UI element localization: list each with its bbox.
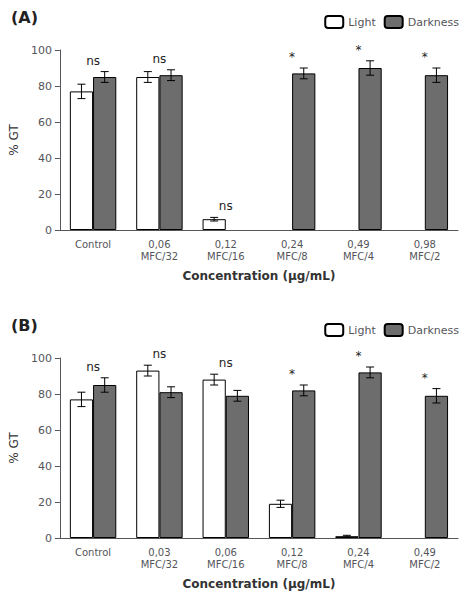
svg-text:MFC/16: MFC/16: [207, 559, 244, 570]
svg-text:0,06: 0,06: [148, 239, 170, 250]
svg-text:% GT: % GT: [7, 432, 21, 464]
svg-text:MFC/2: MFC/2: [409, 251, 440, 262]
svg-text:ns: ns: [86, 360, 100, 374]
svg-text:60: 60: [38, 424, 52, 437]
svg-text:0,12: 0,12: [281, 547, 303, 558]
svg-text:% GT: % GT: [7, 124, 21, 156]
svg-text:MFC/2: MFC/2: [409, 559, 440, 570]
svg-text:Darkness: Darkness: [408, 324, 460, 337]
svg-text:0,49: 0,49: [347, 239, 369, 250]
svg-text:ns: ns: [219, 199, 233, 213]
svg-text:ns: ns: [152, 347, 166, 361]
svg-text:Concentration (µg/mL): Concentration (µg/mL): [183, 577, 336, 591]
svg-text:*: *: [355, 43, 361, 57]
svg-text:MFC/4: MFC/4: [343, 251, 374, 262]
svg-text:100: 100: [31, 352, 52, 365]
svg-text:40: 40: [38, 152, 52, 165]
svg-text:80: 80: [38, 388, 52, 401]
svg-text:MFC/32: MFC/32: [141, 559, 178, 570]
svg-text:ns: ns: [152, 52, 166, 66]
svg-text:80: 80: [38, 80, 52, 93]
svg-text:0,06: 0,06: [215, 547, 237, 558]
svg-text:20: 20: [38, 496, 52, 509]
svg-text:*: *: [289, 50, 295, 64]
svg-text:MFC/4: MFC/4: [343, 559, 374, 570]
svg-text:Light: Light: [348, 324, 376, 337]
svg-text:Control: Control: [75, 547, 111, 558]
svg-text:ns: ns: [86, 54, 100, 68]
svg-text:20: 20: [38, 188, 52, 201]
svg-text:Control: Control: [75, 239, 111, 250]
svg-text:(A): (A): [11, 8, 38, 27]
svg-text:(B): (B): [11, 316, 38, 335]
svg-text:MFC/32: MFC/32: [141, 251, 178, 262]
svg-text:Concentration (µg/mL): Concentration (µg/mL): [183, 269, 336, 283]
svg-text:0: 0: [45, 224, 52, 237]
svg-text:Darkness: Darkness: [408, 16, 460, 29]
svg-text:100: 100: [31, 44, 52, 57]
svg-text:*: *: [422, 50, 428, 64]
svg-text:0: 0: [45, 532, 52, 545]
svg-text:0,98: 0,98: [414, 239, 436, 250]
svg-text:0,49: 0,49: [414, 547, 436, 558]
svg-text:*: *: [289, 367, 295, 381]
svg-text:Light: Light: [348, 16, 376, 29]
svg-text:*: *: [355, 349, 361, 363]
svg-text:ns: ns: [219, 356, 233, 370]
svg-text:*: *: [422, 371, 428, 385]
svg-text:0,24: 0,24: [281, 239, 303, 250]
svg-text:0,12: 0,12: [215, 239, 237, 250]
svg-text:MFC/16: MFC/16: [207, 251, 244, 262]
svg-text:MFC/8: MFC/8: [277, 251, 308, 262]
svg-text:40: 40: [38, 460, 52, 473]
svg-text:MFC/8: MFC/8: [277, 559, 308, 570]
svg-text:60: 60: [38, 116, 52, 129]
svg-text:0,24: 0,24: [347, 547, 369, 558]
svg-text:0,03: 0,03: [148, 547, 170, 558]
